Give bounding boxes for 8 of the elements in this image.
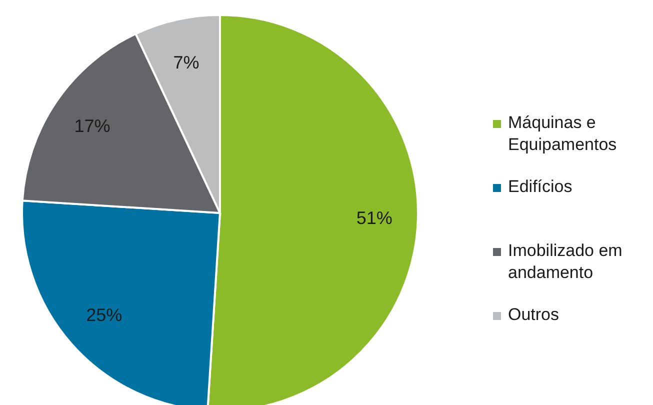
data-label: 51% xyxy=(356,208,392,228)
legend-label: Edifícios xyxy=(508,176,574,198)
data-label: 17% xyxy=(74,116,110,136)
legend-label: Outros xyxy=(508,304,560,326)
legend-label: Máquinas e Equipamentos xyxy=(508,112,618,156)
data-label: 25% xyxy=(86,305,122,326)
legend-label: Imobilizado em andamento xyxy=(508,240,624,284)
data-label: 7% xyxy=(173,52,200,72)
